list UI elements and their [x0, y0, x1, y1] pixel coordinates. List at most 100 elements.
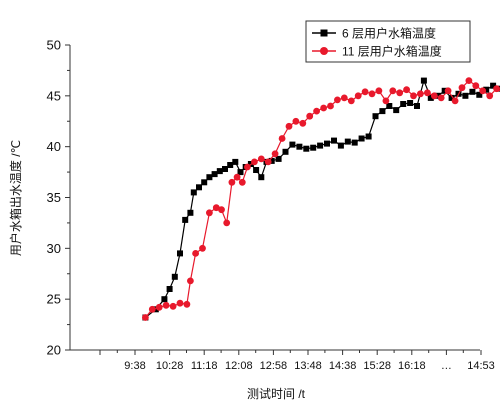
data-point [155, 303, 163, 311]
data-point [424, 89, 431, 97]
data-point [253, 167, 260, 173]
data-point [403, 86, 410, 94]
data-point [222, 166, 228, 172]
data-point [427, 94, 434, 101]
legend-marker-series-2 [320, 47, 328, 55]
data-point [451, 97, 459, 105]
y-axis-ticks: 20 25 30 35 40 45 50 [47, 38, 70, 358]
y-tick-label: 45 [47, 88, 61, 103]
data-point [354, 92, 362, 100]
data-point [306, 112, 314, 120]
series-layer [142, 77, 500, 321]
y-tick-label: 50 [47, 38, 61, 53]
data-point [337, 142, 344, 149]
data-point [292, 117, 300, 125]
data-point [407, 100, 414, 106]
data-point [465, 77, 473, 84]
data-point [351, 139, 358, 146]
x-tick-label: 16:18 [398, 360, 426, 372]
data-point [430, 92, 438, 100]
data-point [206, 209, 213, 217]
data-point [228, 178, 236, 186]
data-point [199, 244, 206, 252]
x-axis-ticks: 9:38 10:28 11:18 12:08 12:58 13:48 14:38 15:28 1… [99, 350, 495, 372]
data-point [268, 157, 275, 164]
data-point [479, 87, 487, 95]
data-point [187, 209, 194, 216]
y-tick-label: 40 [47, 139, 61, 154]
data-point [324, 140, 330, 147]
data-point [400, 101, 407, 107]
legend-label-series-2: 11 层用户水箱温度 [342, 44, 442, 59]
data-point [331, 137, 337, 144]
data-point [462, 92, 469, 99]
series-1 [142, 77, 500, 321]
x-tick-label: 14:38 [329, 360, 357, 372]
data-point [258, 174, 265, 181]
data-point [162, 301, 170, 309]
y-tick-label: 20 [47, 343, 61, 358]
data-point [375, 87, 383, 95]
x-tick-label: 11:18 [191, 360, 218, 372]
data-point [251, 158, 258, 166]
x-axis-title: 测试时间 /t [247, 386, 306, 401]
data-point [206, 174, 213, 181]
data-point [472, 82, 480, 90]
data-point [448, 94, 455, 101]
data-point [187, 277, 194, 285]
data-point [182, 216, 189, 223]
data-point [317, 142, 324, 149]
legend-marker-series-1 [320, 29, 328, 37]
x-tick-label: 14:53 [467, 360, 495, 372]
data-point [142, 314, 149, 321]
data-point [458, 84, 466, 92]
data-point [313, 107, 320, 115]
data-point [152, 306, 159, 313]
data-point [216, 168, 223, 175]
data-point [177, 250, 183, 257]
plot-axes [69, 45, 480, 351]
data-point [382, 97, 390, 105]
data-point [379, 108, 386, 115]
data-point [444, 87, 452, 95]
data-point [361, 88, 369, 96]
data-point [257, 155, 265, 163]
data-point [344, 138, 351, 145]
series-line [144, 79, 500, 318]
data-point [296, 143, 303, 150]
data-point [192, 250, 200, 257]
data-point [334, 96, 341, 104]
y-axis-title: 用户水箱出水温度 /℃ [8, 140, 23, 256]
data-point [420, 77, 427, 84]
data-point [299, 119, 307, 127]
series-line [145, 78, 500, 318]
data-point [327, 102, 334, 110]
x-tick-label: 9:38 [124, 360, 145, 372]
x-tick-label: 15:28 [363, 360, 391, 372]
data-point [483, 86, 490, 93]
data-point [233, 173, 241, 181]
data-point [340, 94, 348, 102]
data-point [285, 122, 293, 130]
data-point [410, 92, 417, 100]
data-point [275, 155, 282, 162]
data-point [148, 305, 156, 313]
x-tick-label: 12:58 [260, 360, 288, 372]
data-point [166, 286, 173, 292]
data-point [414, 103, 420, 109]
data-point [227, 162, 234, 168]
data-point [396, 89, 404, 97]
data-point [223, 219, 231, 227]
data-point [271, 150, 279, 158]
data-point [232, 158, 239, 165]
y-tick-label: 25 [47, 292, 61, 307]
data-point [320, 104, 327, 112]
data-point [238, 178, 246, 186]
data-point [244, 163, 251, 171]
data-point [469, 88, 476, 95]
x-tick-label: 12:08 [225, 360, 253, 372]
data-point [278, 135, 286, 142]
y-tick-label: 35 [47, 190, 61, 205]
data-point [282, 148, 289, 155]
